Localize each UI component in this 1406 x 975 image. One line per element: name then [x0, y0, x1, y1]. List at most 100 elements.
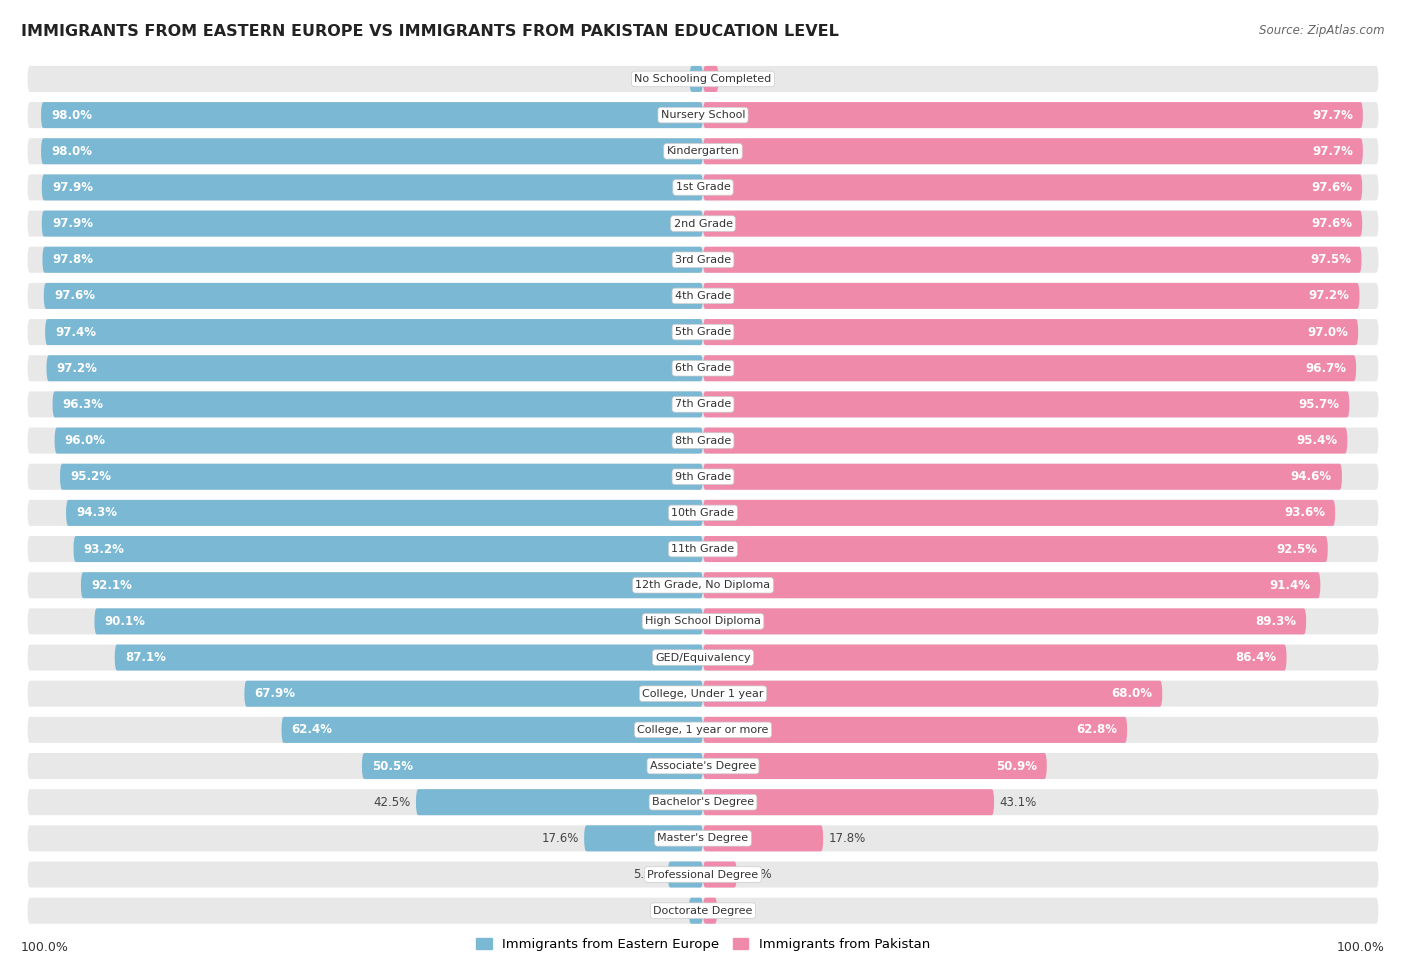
- Text: 94.3%: 94.3%: [76, 506, 117, 520]
- Text: 92.1%: 92.1%: [91, 579, 132, 592]
- FancyBboxPatch shape: [416, 789, 703, 815]
- FancyBboxPatch shape: [703, 572, 1320, 599]
- FancyBboxPatch shape: [28, 826, 1378, 851]
- FancyBboxPatch shape: [703, 898, 717, 923]
- FancyBboxPatch shape: [28, 789, 1378, 815]
- Text: 2nd Grade: 2nd Grade: [673, 218, 733, 228]
- FancyBboxPatch shape: [361, 753, 703, 779]
- FancyBboxPatch shape: [66, 500, 703, 526]
- Text: 68.0%: 68.0%: [1111, 687, 1152, 700]
- Text: 17.6%: 17.6%: [541, 832, 579, 845]
- Text: 43.1%: 43.1%: [1000, 796, 1036, 808]
- Text: 17.8%: 17.8%: [828, 832, 866, 845]
- FancyBboxPatch shape: [28, 500, 1378, 526]
- Text: 90.1%: 90.1%: [104, 615, 145, 628]
- Text: College, 1 year or more: College, 1 year or more: [637, 724, 769, 735]
- Text: Nursery School: Nursery School: [661, 110, 745, 120]
- Text: 67.9%: 67.9%: [254, 687, 295, 700]
- FancyBboxPatch shape: [703, 753, 1047, 779]
- Text: 2.1%: 2.1%: [654, 904, 683, 917]
- Text: 95.7%: 95.7%: [1298, 398, 1340, 410]
- Text: No Schooling Completed: No Schooling Completed: [634, 74, 772, 84]
- FancyBboxPatch shape: [28, 428, 1378, 453]
- FancyBboxPatch shape: [703, 66, 718, 92]
- Text: 9th Grade: 9th Grade: [675, 472, 731, 482]
- Text: 2.0%: 2.0%: [654, 72, 685, 86]
- FancyBboxPatch shape: [703, 500, 1336, 526]
- Text: 97.4%: 97.4%: [55, 326, 96, 338]
- Text: 100.0%: 100.0%: [1337, 941, 1385, 954]
- Text: 97.8%: 97.8%: [52, 254, 94, 266]
- FancyBboxPatch shape: [703, 247, 1361, 273]
- FancyBboxPatch shape: [28, 862, 1378, 887]
- Text: 50.9%: 50.9%: [995, 760, 1036, 772]
- FancyBboxPatch shape: [28, 717, 1378, 743]
- Text: 5.2%: 5.2%: [633, 868, 662, 881]
- FancyBboxPatch shape: [60, 464, 703, 489]
- Text: 6th Grade: 6th Grade: [675, 364, 731, 373]
- Text: 94.6%: 94.6%: [1291, 470, 1331, 484]
- FancyBboxPatch shape: [703, 536, 1327, 562]
- Text: 97.6%: 97.6%: [53, 290, 96, 302]
- Text: College, Under 1 year: College, Under 1 year: [643, 688, 763, 699]
- Text: 50.5%: 50.5%: [373, 760, 413, 772]
- Text: 96.7%: 96.7%: [1305, 362, 1346, 374]
- Text: 96.3%: 96.3%: [63, 398, 104, 410]
- FancyBboxPatch shape: [94, 608, 703, 635]
- FancyBboxPatch shape: [28, 572, 1378, 599]
- Text: Associate's Degree: Associate's Degree: [650, 761, 756, 771]
- Text: 62.8%: 62.8%: [1076, 723, 1116, 736]
- FancyBboxPatch shape: [42, 247, 703, 273]
- Text: 98.0%: 98.0%: [51, 144, 93, 158]
- FancyBboxPatch shape: [689, 898, 703, 923]
- FancyBboxPatch shape: [28, 644, 1378, 671]
- FancyBboxPatch shape: [28, 102, 1378, 128]
- FancyBboxPatch shape: [703, 717, 1128, 743]
- Text: 5th Grade: 5th Grade: [675, 327, 731, 337]
- Text: 95.2%: 95.2%: [70, 470, 111, 484]
- FancyBboxPatch shape: [28, 175, 1378, 201]
- Text: 12th Grade, No Diploma: 12th Grade, No Diploma: [636, 580, 770, 590]
- FancyBboxPatch shape: [703, 211, 1362, 237]
- Text: 42.5%: 42.5%: [373, 796, 411, 808]
- FancyBboxPatch shape: [82, 572, 703, 599]
- Text: 100.0%: 100.0%: [21, 941, 69, 954]
- Text: High School Diploma: High School Diploma: [645, 616, 761, 626]
- Text: 2.3%: 2.3%: [724, 72, 754, 86]
- FancyBboxPatch shape: [583, 826, 703, 851]
- FancyBboxPatch shape: [703, 464, 1341, 489]
- FancyBboxPatch shape: [703, 862, 737, 887]
- FancyBboxPatch shape: [703, 826, 824, 851]
- FancyBboxPatch shape: [703, 355, 1357, 381]
- Text: Master's Degree: Master's Degree: [658, 834, 748, 843]
- FancyBboxPatch shape: [45, 319, 703, 345]
- Text: 97.9%: 97.9%: [52, 181, 93, 194]
- FancyBboxPatch shape: [703, 644, 1286, 671]
- Text: Bachelor's Degree: Bachelor's Degree: [652, 798, 754, 807]
- FancyBboxPatch shape: [42, 175, 703, 201]
- FancyBboxPatch shape: [41, 102, 703, 128]
- FancyBboxPatch shape: [28, 464, 1378, 489]
- FancyBboxPatch shape: [703, 283, 1360, 309]
- FancyBboxPatch shape: [703, 319, 1358, 345]
- FancyBboxPatch shape: [281, 717, 703, 743]
- FancyBboxPatch shape: [28, 536, 1378, 562]
- FancyBboxPatch shape: [28, 247, 1378, 273]
- FancyBboxPatch shape: [703, 608, 1306, 635]
- FancyBboxPatch shape: [52, 391, 703, 417]
- Text: 98.0%: 98.0%: [51, 108, 93, 122]
- FancyBboxPatch shape: [245, 681, 703, 707]
- FancyBboxPatch shape: [689, 66, 703, 92]
- FancyBboxPatch shape: [703, 681, 1163, 707]
- Text: Doctorate Degree: Doctorate Degree: [654, 906, 752, 916]
- FancyBboxPatch shape: [28, 898, 1378, 923]
- Text: 1st Grade: 1st Grade: [676, 182, 730, 192]
- FancyBboxPatch shape: [73, 536, 703, 562]
- Text: 87.1%: 87.1%: [125, 651, 166, 664]
- Text: 11th Grade: 11th Grade: [672, 544, 734, 554]
- Text: 97.7%: 97.7%: [1312, 144, 1353, 158]
- FancyBboxPatch shape: [42, 211, 703, 237]
- Text: 4th Grade: 4th Grade: [675, 291, 731, 301]
- FancyBboxPatch shape: [28, 211, 1378, 237]
- FancyBboxPatch shape: [41, 138, 703, 164]
